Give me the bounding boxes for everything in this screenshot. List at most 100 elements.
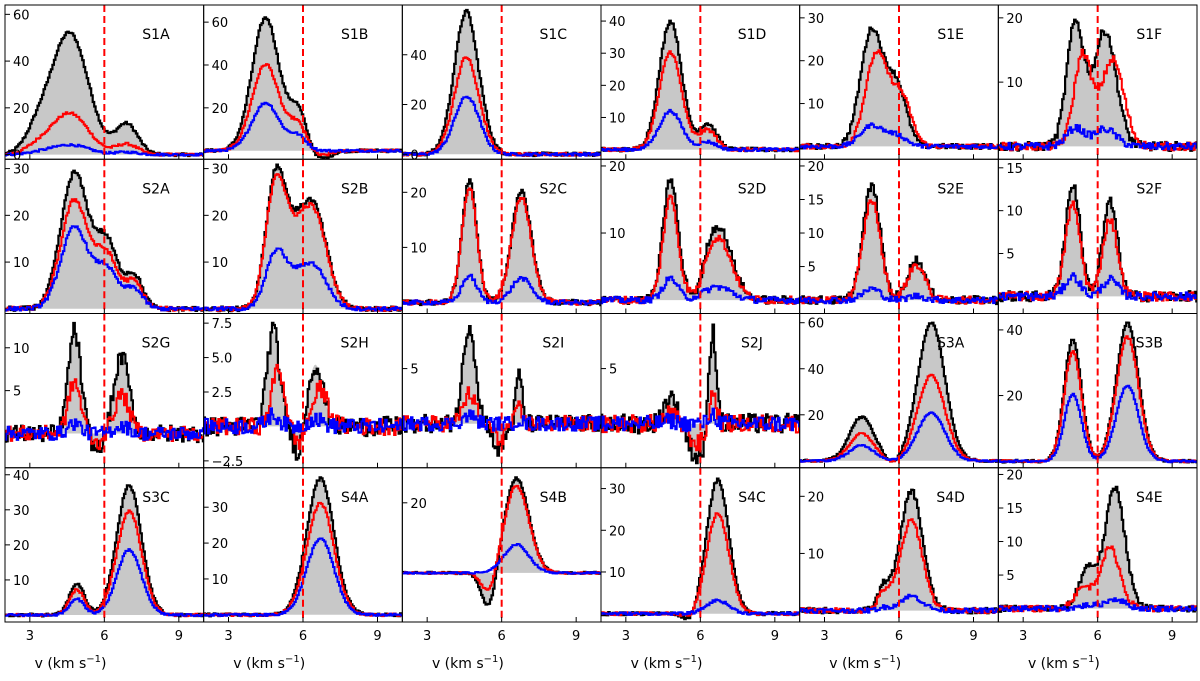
series-blue [5, 418, 204, 441]
y-tick-label: 5 [1006, 569, 1014, 584]
panel-label: S2J [741, 336, 763, 352]
y-tick-label: 20 [410, 497, 427, 512]
x-tick-label: 9 [373, 629, 381, 644]
panel-label: S3B [1136, 336, 1163, 352]
y-tick-label: 5.0 [212, 352, 233, 367]
x-tick-label: 6 [895, 629, 903, 644]
fill-profile [402, 11, 601, 155]
x-axis-title: v (km s−1) [1028, 654, 1100, 672]
panel-label: S2E [937, 181, 964, 197]
panel-S2E: 5 10 15 20 S2E [799, 158, 999, 314]
y-tick-label: −2.5 [212, 455, 244, 470]
plot-area [998, 467, 1197, 622]
y-tick-label: 40 [410, 49, 427, 64]
panel-S3B: 20 40 S3B [997, 313, 1198, 469]
panel-S2H: −2.5 2.5 5.0 7.5 S2H [203, 313, 403, 470]
series-blue [203, 247, 403, 312]
panel-label: S4D [936, 490, 965, 506]
plot-area [203, 467, 403, 622]
panel-S1B: 20 40 60 S1B [203, 4, 403, 160]
x-tick-label: 9 [1168, 629, 1176, 644]
panel-S1F: 10 20 S1F [997, 4, 1198, 160]
y-tick-label: 40 [13, 55, 30, 70]
y-tick-label: 10 [13, 342, 30, 357]
x-axis-titles: v (km s−1) v (km s−1) v (km s−1) v (km s−1)… [35, 654, 1100, 672]
y-tick-label: 40 [13, 469, 30, 484]
panel-S4A: 10 20 30 3 6 9 S4A [203, 467, 403, 644]
panel-S2I: 5 S2I [401, 313, 602, 469]
series-total [601, 323, 800, 465]
panel-S2J: 5 S2J [600, 313, 801, 469]
plot-area [799, 159, 999, 314]
y-tick-label: 20 [1006, 468, 1023, 483]
panel-label: S2H [340, 336, 368, 352]
y-tick-label: 10 [1006, 205, 1023, 220]
x-axis-title: v (km s−1) [631, 654, 703, 672]
y-tick-label: 10 [13, 574, 30, 589]
y-tick-label: 20 [1006, 12, 1023, 27]
y-tick-label: 20 [808, 55, 825, 70]
series-blue [601, 108, 800, 153]
plot-area [203, 313, 403, 468]
y-tick-label: 15 [1006, 502, 1023, 517]
plot-area [5, 467, 204, 622]
y-tick-label: 20 [609, 79, 626, 94]
y-tick-label: 5 [609, 363, 617, 378]
y-tick-label: 20 [13, 539, 30, 554]
plot-area [601, 313, 800, 468]
x-tick-label: 3 [820, 629, 828, 644]
panel-S4E: 5 10 15 20 3 6 9 S4E [997, 467, 1198, 644]
series-blue [998, 272, 1197, 302]
y-tick-label: 20 [609, 524, 626, 539]
panel-S1A: 0 20 40 60 S1A [4, 4, 205, 164]
y-tick-label: 60 [808, 317, 825, 332]
panel-S2C: 10 20 S2C [401, 158, 602, 314]
y-tick-label: 15 [1006, 162, 1023, 177]
x-tick-label: 6 [498, 629, 506, 644]
y-tick-label: 20 [410, 186, 427, 201]
y-tick-label: 10 [1006, 76, 1023, 91]
y-tick-label: 30 [808, 12, 825, 27]
panel-label: S4A [341, 490, 369, 506]
y-tick-label: 10 [410, 241, 427, 256]
y-tick-label: 40 [1006, 324, 1023, 339]
y-tick-label: 10 [808, 98, 825, 113]
panel-label: S2B [341, 181, 368, 197]
fill-profile [204, 17, 403, 159]
panel-S1E: 10 20 30 S1E [799, 4, 999, 160]
series-blue [402, 273, 602, 306]
x-axis-title: v (km s−1) [829, 654, 901, 672]
panel-S1C: 0 20 40 S1C [401, 4, 602, 163]
panel-S3C: 10 20 30 40 3 6 9 S3C [4, 467, 205, 644]
panel-label: S1D [738, 27, 767, 43]
x-tick-label: 3 [622, 629, 630, 644]
x-tick-label: 6 [696, 629, 704, 644]
panel-label: S1F [1136, 27, 1162, 43]
series-blue [799, 122, 999, 150]
plot-area [799, 5, 999, 160]
y-tick-label: 0 [410, 148, 418, 163]
plot-area [402, 467, 602, 622]
series-blue [203, 537, 403, 617]
panel-S2D: 10 20 S2D [600, 158, 801, 314]
y-tick-label: 5 [1006, 248, 1014, 263]
series-blue [203, 407, 403, 435]
panel-label: S2A [142, 181, 170, 197]
x-tick-label: 9 [572, 629, 580, 644]
y-tick-label: 10 [1006, 536, 1023, 551]
panels-group: 0204060S1A204060S1B02040S1C10203040S1D10… [4, 4, 1198, 644]
y-tick-label: 10 [212, 256, 229, 271]
x-axis-title: v (km s−1) [432, 654, 504, 672]
y-tick-label: 10 [13, 256, 30, 271]
y-tick-label: 30 [609, 47, 626, 62]
panel-label: S4B [540, 490, 567, 506]
series-blue [799, 286, 999, 305]
panel-S2A: 10 20 30 S2A [4, 158, 205, 314]
panel-S1D: 10 20 30 40 S1D [600, 4, 801, 160]
panel-label: S2G [142, 336, 171, 352]
plot-area [203, 159, 403, 314]
y-tick-label: 20 [212, 102, 229, 117]
panel-S4B: 20 3 6 9 S4B [401, 467, 602, 644]
series-blue [203, 101, 403, 153]
panel-label: S1B [341, 27, 368, 43]
